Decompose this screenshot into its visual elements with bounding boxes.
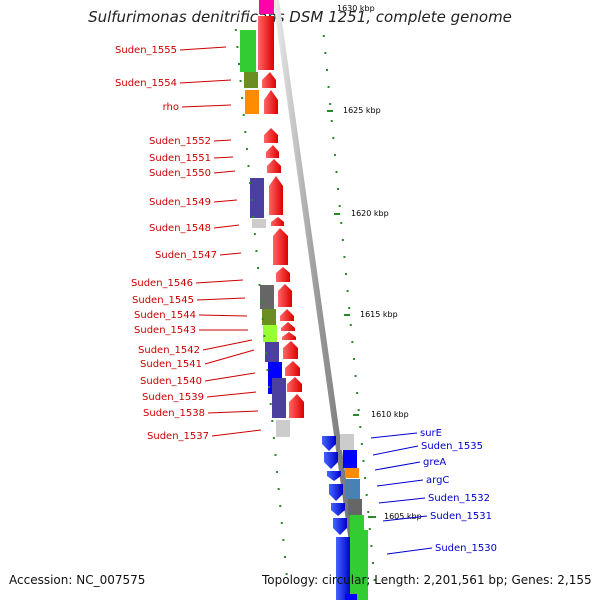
reverse-genes	[322, 436, 350, 600]
gene-label-suden-1550: Suden_1550	[149, 168, 211, 179]
gc-track-left	[234, 29, 288, 575]
kbp-label-1620: 1620 kbp	[351, 209, 389, 218]
gene-label-suden-1554: Suden_1554	[115, 78, 177, 89]
gene-label-suden-1547: Suden_1547	[155, 250, 217, 261]
kbp-label-1605: 1605 kbp	[384, 512, 422, 521]
gene-label-suden-1537: Suden_1537	[147, 431, 209, 442]
kbp-label-1630: 1630 kbp	[337, 4, 375, 13]
gene-label-suden-1545: Suden_1545	[132, 295, 194, 306]
gene-label-argc: argC	[426, 475, 449, 486]
cog-column-right	[340, 434, 368, 600]
genome-title: Sulfurimonas denitrificans DSM 1251, com…	[88, 8, 512, 26]
kbp-label-1610: 1610 kbp	[371, 410, 409, 419]
gene-label-suden-1530: Suden_1530	[435, 543, 497, 554]
gene-label-suden-1546: Suden_1546	[131, 278, 193, 289]
gene-label-sure: surE	[420, 428, 442, 439]
forward-genes	[258, 0, 304, 418]
gene-label-suden-1532: Suden_1532	[428, 493, 490, 504]
gene-label-suden-1541: Suden_1541	[140, 359, 202, 370]
kbp-label-1615: 1615 kbp	[360, 310, 398, 319]
gene-label-suden-1551: Suden_1551	[149, 153, 211, 164]
gene-label-suden-1552: Suden_1552	[149, 136, 211, 147]
gene-label-suden-1543: Suden_1543	[134, 325, 196, 336]
left-gene-labels	[179, 46, 262, 437]
right-gene-labels	[370, 432, 433, 555]
gene-label-suden-1538: Suden_1538	[143, 408, 205, 419]
gene-label-suden-1549: Suden_1549	[149, 197, 211, 208]
gene-label-suden-1539: Suden_1539	[142, 392, 204, 403]
gene-label-suden-1540: Suden_1540	[140, 376, 202, 387]
kbp-ticks: 1630 kbp 1625 kbp 1620 kbp 1615 kbp 1610…	[327, 4, 422, 521]
gene-label-suden-1535: Suden_1535	[421, 441, 483, 452]
gc-track-right	[322, 35, 376, 581]
gene-label-suden-1555: Suden_1555	[115, 45, 177, 56]
topology-label: Topology: circular; Length: 2,201,561 bp…	[262, 573, 592, 587]
left-gene-label-text: Suden_1555 Suden_1554 rho Suden_1552 Sud…	[115, 45, 217, 442]
kbp-label-1625: 1625 kbp	[343, 106, 381, 115]
gene-label-suden-1544: Suden_1544	[134, 310, 196, 321]
gene-label-suden-1531: Suden_1531	[430, 511, 492, 522]
accession-label: Accession: NC_007575	[9, 573, 146, 587]
cog-column-left	[240, 30, 290, 437]
gene-label-rho: rho	[163, 102, 179, 113]
gene-label-suden-1548: Suden_1548	[149, 223, 211, 234]
right-gene-label-text: surE Suden_1535 greA argC Suden_1532 Sud…	[420, 428, 497, 554]
gene-label-grea: greA	[423, 457, 446, 468]
gene-label-suden-1542: Suden_1542	[138, 345, 200, 356]
